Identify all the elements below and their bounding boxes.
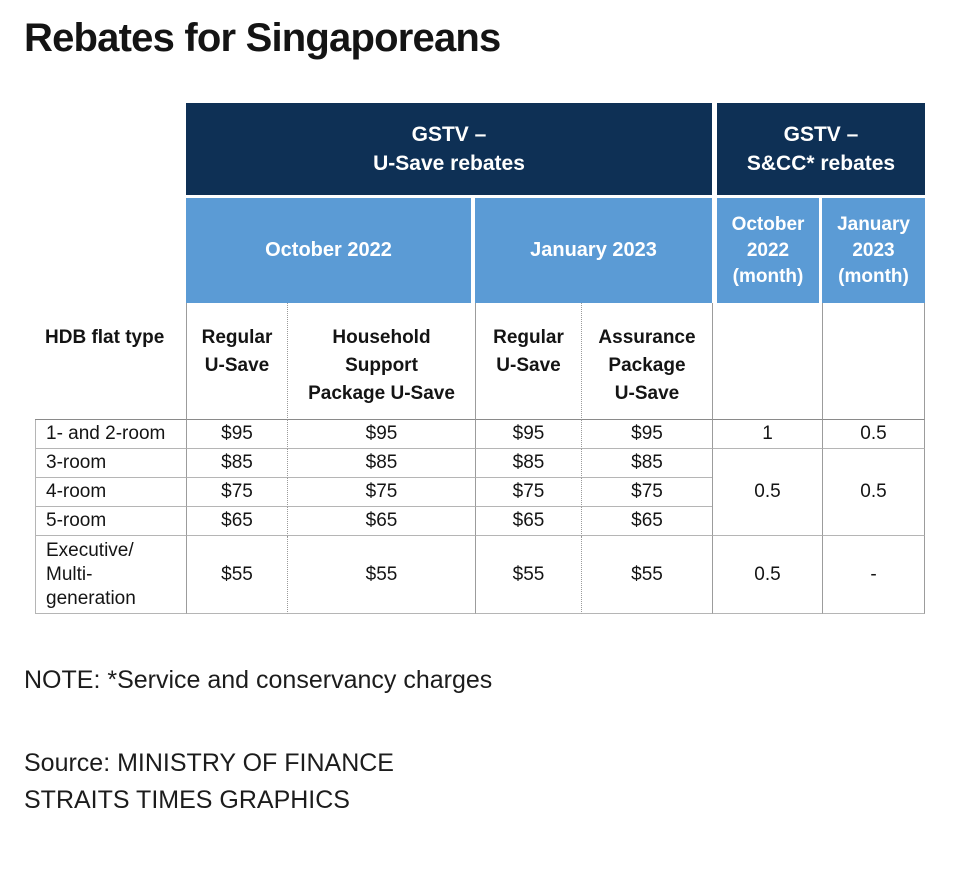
- row-label-5-room: 5-room: [35, 507, 186, 536]
- period-header-usave-october-2022: October 2022: [186, 198, 475, 303]
- value-executive-sncc-oct: 0.5: [712, 536, 822, 614]
- value-5-room-regular-oct: $65: [186, 507, 287, 536]
- value-1-2-room-household: $95: [287, 420, 475, 449]
- value-executive-assurance: $55: [581, 536, 712, 614]
- column-header-sncc-oct-empty: [712, 303, 822, 420]
- value-1-2-room-regular-jan: $95: [475, 420, 581, 449]
- source-line-1: Source: MINISTRY OF FINANCE: [24, 749, 394, 777]
- value-5-room-assurance: $65: [581, 507, 712, 536]
- value-executive-sncc-jan: -: [822, 536, 925, 614]
- value-3-room-regular-jan: $85: [475, 449, 581, 478]
- row-label-3-room: 3-room: [35, 449, 186, 478]
- group-header-gstv-sncc: GSTV – S&CC* rebates: [717, 103, 925, 198]
- value-4-room-household: $75: [287, 478, 475, 507]
- value-merged-sncc-jan: 0.5: [822, 449, 925, 536]
- value-executive-regular-jan: $55: [475, 536, 581, 614]
- value-4-room-assurance: $75: [581, 478, 712, 507]
- rebates-table: GSTV – U-Save rebates GSTV – S&CC* rebat…: [35, 103, 925, 614]
- row-label-1-and-2-room: 1- and 2-room: [35, 420, 186, 449]
- period-header-sncc-october-2022: October 2022 (month): [717, 198, 822, 303]
- value-5-room-household: $65: [287, 507, 475, 536]
- period-header-usave-january-2023: January 2023: [475, 198, 712, 303]
- value-3-room-assurance: $85: [581, 449, 712, 478]
- value-1-2-room-assurance: $95: [581, 420, 712, 449]
- column-header-hdb-flat-type: HDB flat type: [35, 303, 186, 420]
- column-header-regular-usave-jan: Regular U-Save: [475, 303, 581, 420]
- column-header-household-support-package: Household Support Package U-Save: [287, 303, 475, 420]
- value-1-2-room-sncc-oct: 1: [712, 420, 822, 449]
- column-header-regular-usave-oct: Regular U-Save: [186, 303, 287, 420]
- page-title: Rebates for Singaporeans: [24, 16, 501, 60]
- value-3-room-regular-oct: $85: [186, 449, 287, 478]
- value-merged-sncc-oct: 0.5: [712, 449, 822, 536]
- value-1-2-room-regular-oct: $95: [186, 420, 287, 449]
- column-header-assurance-package: Assurance Package U-Save: [581, 303, 712, 420]
- value-1-2-room-sncc-jan: 0.5: [822, 420, 925, 449]
- value-4-room-regular-oct: $75: [186, 478, 287, 507]
- value-4-room-regular-jan: $75: [475, 478, 581, 507]
- row-label-executive-multi-generation: Executive/ Multi- generation: [35, 536, 186, 614]
- period-header-sncc-january-2023: January 2023 (month): [822, 198, 925, 303]
- source-line-2: STRAITS TIMES GRAPHICS: [24, 786, 350, 814]
- value-executive-household: $55: [287, 536, 475, 614]
- value-3-room-household: $85: [287, 449, 475, 478]
- value-5-room-regular-jan: $65: [475, 507, 581, 536]
- footnote: NOTE: *Service and conservancy charges: [24, 666, 493, 694]
- row-label-4-room: 4-room: [35, 478, 186, 507]
- column-header-sncc-jan-empty: [822, 303, 925, 420]
- group-header-gstv-usave: GSTV – U-Save rebates: [186, 103, 712, 198]
- source-block: Source: MINISTRY OF FINANCE STRAITS TIME…: [24, 745, 960, 819]
- value-executive-regular-oct: $55: [186, 536, 287, 614]
